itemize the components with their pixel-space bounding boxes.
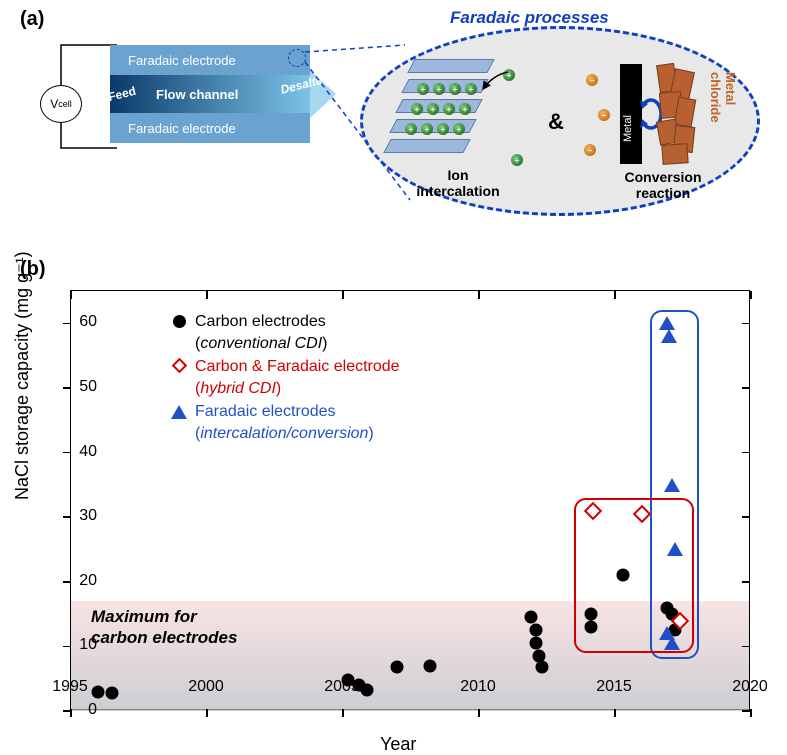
anion-icon: − — [598, 109, 610, 121]
legend-row: Faradaic electrodes(intercalation/conver… — [171, 401, 400, 444]
x-tick-label: 2000 — [188, 678, 224, 696]
y-tick-label: 30 — [79, 507, 97, 525]
circle-marker — [361, 684, 374, 697]
metal-label: Metal — [622, 115, 634, 142]
y-tick-label: 0 — [88, 701, 97, 719]
triangle-marker — [664, 636, 680, 650]
vcell-v: V — [50, 97, 58, 111]
circle-marker — [524, 611, 537, 624]
circle-marker — [424, 659, 437, 672]
circle-marker — [584, 621, 597, 634]
max-band-text: Maximum for carbon electrodes — [91, 607, 237, 648]
y-tick-label: 60 — [79, 313, 97, 331]
intercalation-label: Ion intercalation — [383, 167, 533, 199]
triangle-marker — [667, 542, 683, 556]
conversion-label: Conversion reaction — [588, 169, 738, 201]
anion-icon: − — [584, 144, 596, 156]
circle-marker — [530, 624, 543, 637]
arrow-in-icon — [478, 67, 518, 97]
ampersand: & — [548, 109, 564, 135]
legend: Carbon electrodes(conventional CDI)Carbo… — [171, 311, 400, 447]
zoom-circle-icon — [288, 49, 306, 67]
layers-3d: ++++ ++++ ++++ + + — [383, 59, 503, 159]
circle-marker — [530, 637, 543, 650]
bottom-electrode: Faradaic electrode — [110, 113, 310, 143]
vcell-sub: cell — [58, 99, 72, 109]
y-tick-label: 20 — [79, 572, 97, 590]
x-tick-label: 2010 — [460, 678, 496, 696]
panel-b: (b) NaCl storage capacity (mg g⁻¹) Year … — [0, 250, 787, 749]
electrode-stack: Faradaic electrode Flow channel Faradaic… — [110, 45, 310, 143]
y-tick-label: 50 — [79, 378, 97, 396]
triangle-marker — [659, 316, 675, 330]
chart-area: Maximum for carbon electrodes Carbon ele… — [70, 290, 750, 710]
legend-row: Carbon & Faradaic electrode(hybrid CDI) — [171, 356, 400, 399]
x-tick-label: 1995 — [52, 678, 88, 696]
x-axis-title: Year — [380, 734, 416, 755]
circle-marker — [92, 685, 105, 698]
cation-icon: + — [511, 154, 523, 166]
circle-marker — [535, 661, 548, 674]
top-electrode: Faradaic electrode — [110, 45, 310, 75]
y-tick-label: 40 — [79, 443, 97, 461]
plot-area: Maximum for carbon electrodes Carbon ele… — [71, 291, 749, 709]
triangle-marker — [661, 329, 677, 343]
flow-label: Flow channel — [156, 87, 238, 102]
flow-channel: Flow channel — [110, 75, 310, 113]
x-tick-label: 2020 — [732, 678, 768, 696]
faradaic-oval: ++++ ++++ ++++ + + Ion intercalation & −… — [360, 26, 760, 216]
y-tick-label: 10 — [79, 636, 97, 654]
circle-marker — [391, 661, 404, 674]
anion-icon: − — [586, 74, 598, 86]
circle-marker — [105, 686, 118, 699]
vcell-circle: Vcell — [40, 85, 82, 123]
circle-marker — [617, 569, 630, 582]
chloride-blocks — [658, 64, 698, 164]
triangle-marker — [664, 478, 680, 492]
x-tick-label: 2015 — [596, 678, 632, 696]
metal-bar — [620, 64, 642, 164]
chloride-label: Metal chloride — [708, 72, 738, 123]
panel-a-label: (a) — [20, 8, 44, 31]
x-tick-label: 2005 — [324, 678, 360, 696]
panel-a: (a) Vcell Faradaic electrode Flow channe… — [0, 0, 787, 250]
legend-row: Carbon electrodes(conventional CDI) — [171, 311, 400, 354]
figure: (a) Vcell Faradaic electrode Flow channe… — [0, 0, 787, 749]
faradaic-title: Faradaic processes — [450, 8, 609, 28]
intercalation-group: ++++ ++++ ++++ + + Ion intercalation — [383, 59, 533, 199]
circle-marker — [584, 608, 597, 621]
y-axis-title: NaCl storage capacity (mg g⁻¹) — [12, 251, 33, 500]
